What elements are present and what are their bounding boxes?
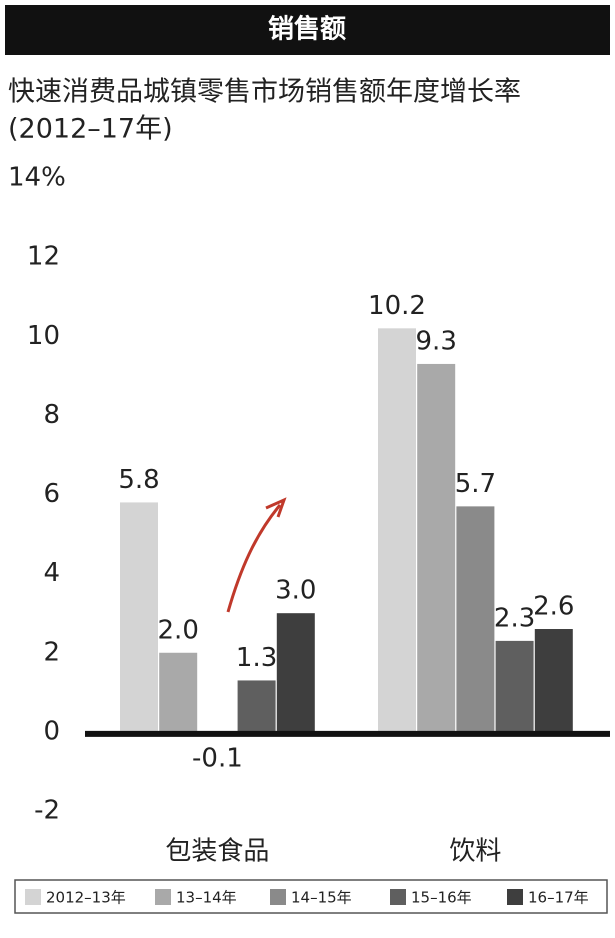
- value-label: -0.1: [192, 743, 243, 773]
- arrow: [226, 504, 282, 613]
- bar: [237, 680, 276, 732]
- bar: [120, 502, 158, 732]
- y-tick-label: 12: [27, 242, 60, 272]
- value-label: 5.7: [455, 469, 496, 499]
- subtitle: 快速消费品城镇零售市场销售额年度增长率: [8, 77, 521, 108]
- bar: [534, 629, 573, 732]
- legend-swatch: [25, 889, 41, 905]
- value-label: 2.3: [494, 603, 535, 633]
- legend-swatch: [390, 889, 406, 905]
- legend-swatch: [155, 889, 171, 905]
- y-tick-label: 8: [43, 400, 60, 430]
- title-bar: [5, 5, 610, 55]
- value-label: 2.6: [533, 592, 574, 622]
- bar: [378, 328, 416, 732]
- value-label: 10.2: [368, 291, 426, 321]
- bar: [417, 363, 456, 732]
- y-tick-label: 10: [27, 321, 60, 351]
- value-label: 9.3: [416, 326, 457, 356]
- chart-title: 销售额: [268, 14, 346, 45]
- legend-box: [14, 879, 608, 914]
- y-tick-label: -2: [34, 796, 60, 826]
- y-tick-label: 6: [43, 479, 60, 509]
- bar: [159, 652, 198, 732]
- legend-swatch: [507, 889, 523, 905]
- y-tick-label: 0: [43, 716, 60, 746]
- value-label: 3.0: [275, 576, 316, 606]
- legend-label: 15–16年: [411, 889, 472, 907]
- y-tick-label: 2: [43, 637, 60, 667]
- legend-label: 2012–13年: [46, 889, 126, 907]
- legend-swatch: [270, 889, 286, 905]
- bar: [276, 613, 315, 732]
- legend-label: 13–14年: [176, 889, 237, 907]
- value-label: 5.8: [118, 465, 159, 495]
- value-label: 1.3: [236, 643, 277, 673]
- legend-label: 14–15年: [291, 889, 352, 907]
- arrow-head: [265, 497, 287, 518]
- subtitle: (2012–17年): [8, 114, 173, 145]
- y-tick-label: 4: [43, 558, 60, 588]
- bar: [456, 506, 495, 732]
- y-tick-label: 14%: [8, 163, 66, 193]
- bar: [495, 640, 534, 732]
- x-tick-label: 包装食品: [165, 837, 269, 867]
- value-label: 2.0: [158, 615, 199, 645]
- x-tick-label: 饮料: [449, 837, 501, 867]
- legend-label: 16–17年: [528, 889, 589, 907]
